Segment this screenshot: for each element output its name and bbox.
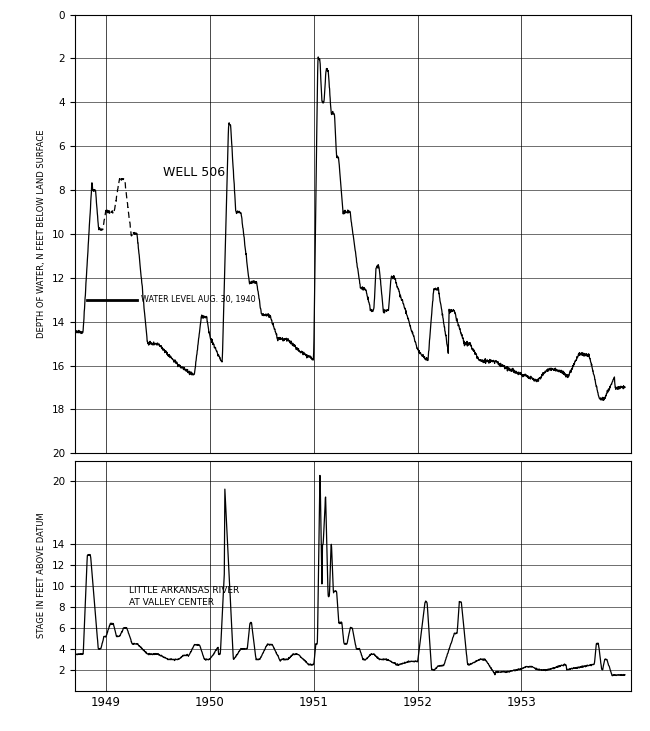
Text: WELL 506: WELL 506 — [163, 166, 225, 179]
Text: WATER LEVEL AUG. 30, 1940: WATER LEVEL AUG. 30, 1940 — [141, 295, 256, 304]
Y-axis label: DEPTH OF WATER, N FEET BELOW LAND SURFACE: DEPTH OF WATER, N FEET BELOW LAND SURFAC… — [37, 129, 46, 338]
Text: LITTLE ARKANSAS RIVER
AT VALLEY CENTER: LITTLE ARKANSAS RIVER AT VALLEY CENTER — [129, 586, 239, 607]
Y-axis label: STAGE IN FEET ABOVE DATUM: STAGE IN FEET ABOVE DATUM — [37, 513, 46, 638]
